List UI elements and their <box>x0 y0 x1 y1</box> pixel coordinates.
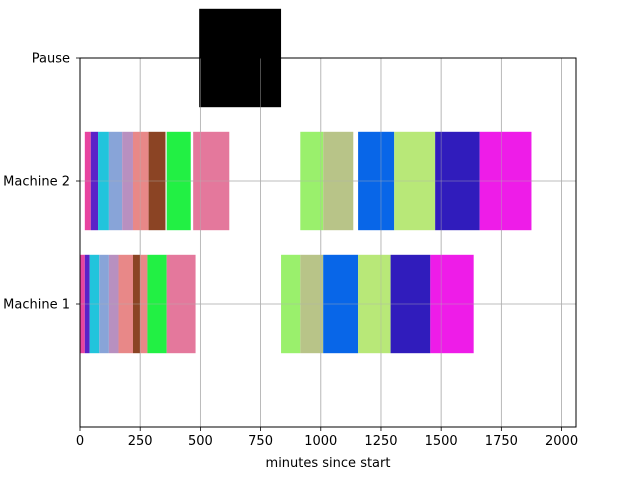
x-tick-label: 1500 <box>425 434 458 449</box>
x-tick-label: 250 <box>128 434 153 449</box>
x-tick-label: 1750 <box>485 434 518 449</box>
x-tick-label: 750 <box>248 434 273 449</box>
x-axis-label: minutes since start <box>266 456 391 471</box>
plot-frame <box>79 57 577 428</box>
y-tick-label: Machine 2 <box>3 175 70 190</box>
x-ticks: 0 250 500 750 1000 1250 1500 1750 2000 <box>76 427 578 449</box>
y-tick-label: Pause <box>32 52 70 67</box>
y-tick-label: Machine 1 <box>3 298 70 313</box>
grid-overlay <box>79 57 576 427</box>
x-tick-label: 0 <box>76 434 84 449</box>
x-tick-label: 1250 <box>364 434 397 449</box>
x-tick-label: 500 <box>188 434 213 449</box>
x-tick-label: 2000 <box>545 434 578 449</box>
y-ticks: Machine 1 Machine 2 Pause <box>3 52 80 313</box>
x-tick-label: 1000 <box>304 434 337 449</box>
